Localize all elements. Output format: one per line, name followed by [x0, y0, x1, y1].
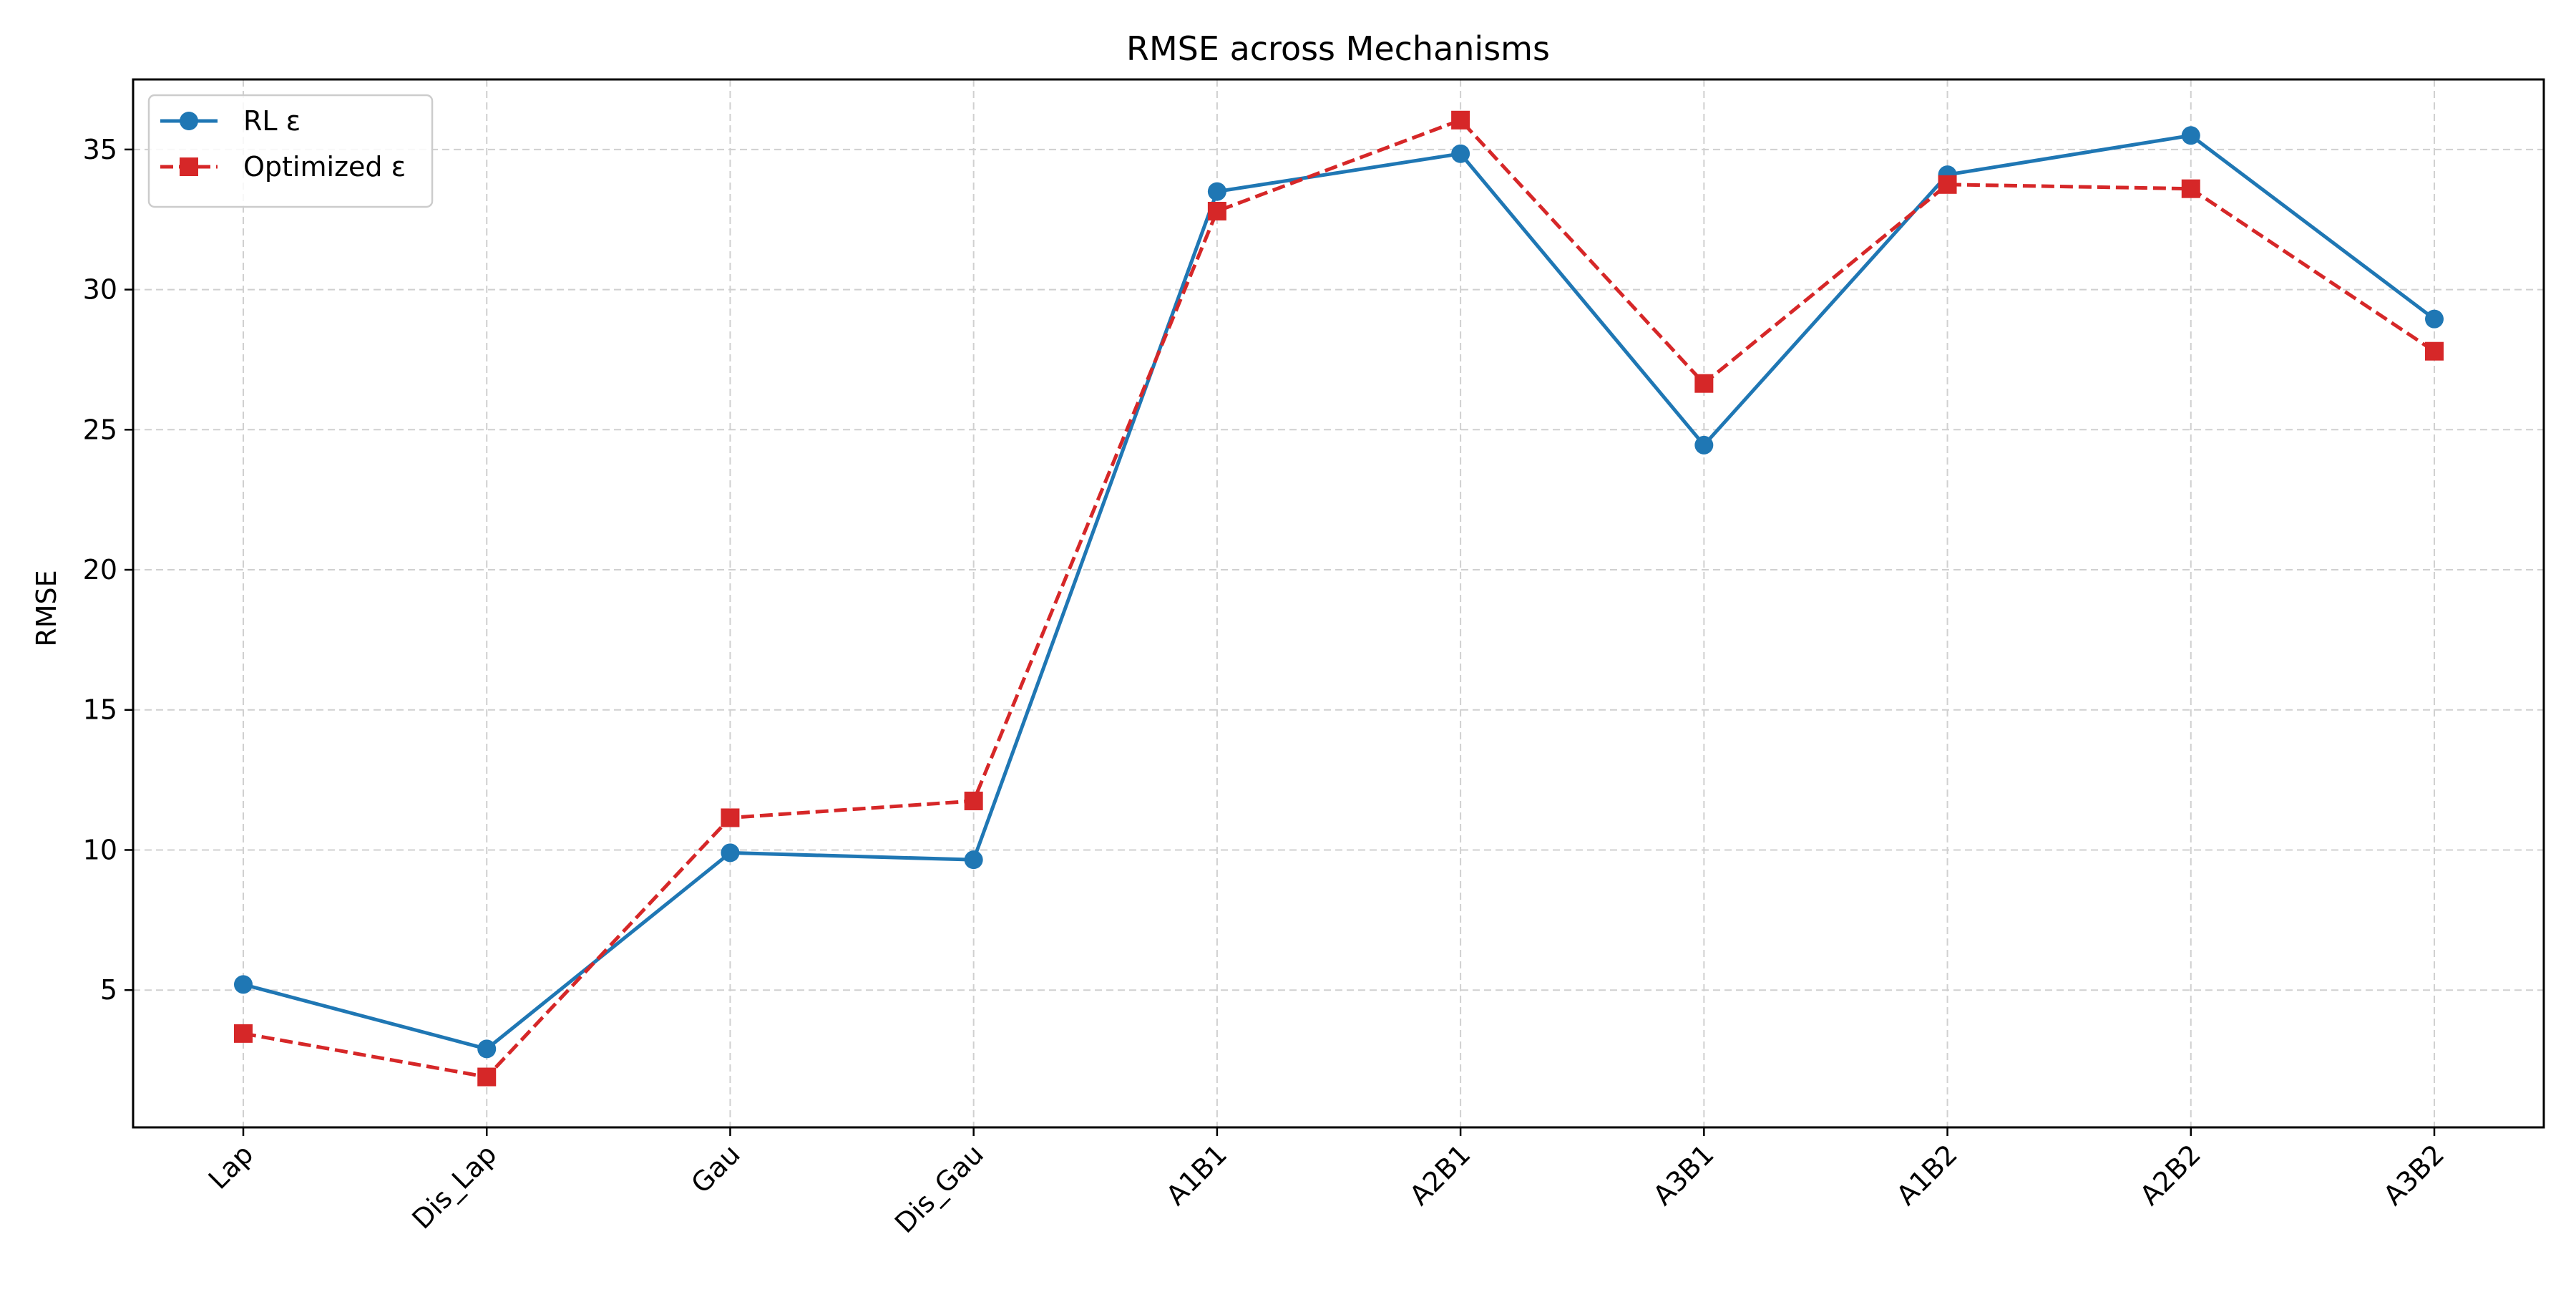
y-tick-label: 30	[83, 274, 117, 306]
x-tick-label: A3B2	[2377, 1138, 2450, 1211]
x-tick-label: Dis_Gau	[889, 1138, 990, 1239]
data-point-square	[1694, 374, 1714, 393]
y-tick-label: 20	[83, 554, 117, 586]
data-point-circle	[1694, 435, 1714, 455]
legend-marker-square	[180, 157, 198, 176]
y-tick-label: 35	[83, 134, 117, 165]
y-tick-label: 15	[83, 694, 117, 726]
x-tick-label: A2B1	[1403, 1138, 1476, 1211]
y-tick-label: 10	[83, 834, 117, 865]
data-point-square	[721, 808, 740, 827]
legend-box	[147, 94, 434, 208]
chart-title: RMSE across Mechanisms	[1126, 29, 1550, 68]
data-point-circle	[1207, 182, 1226, 201]
data-point-circle	[2425, 309, 2444, 329]
data-point-square	[2181, 179, 2200, 198]
grid-lines	[133, 79, 2544, 1127]
data-point-square	[1451, 110, 1470, 130]
data-point-square	[2425, 341, 2444, 361]
data-point-square	[1207, 201, 1226, 220]
y-tick-label: 25	[83, 414, 117, 445]
plot-area-frame	[132, 78, 2545, 1129]
x-tick-label: A3B1	[1647, 1138, 1720, 1211]
data-point-circle	[1451, 144, 1470, 163]
data-point-circle	[721, 843, 740, 863]
x-tick-label: Dis_Lap	[406, 1138, 502, 1235]
data-point-circle	[477, 1039, 497, 1059]
legend-label: RL ε	[243, 105, 301, 137]
x-tick-label: A1B1	[1160, 1138, 1233, 1211]
data-point-circle	[234, 975, 253, 994]
axis-ticks: Lap Dis_Lap Gau Dis_Gau A1B1 A2B1 A3B1 A1B2 A2B2…	[83, 134, 2451, 1239]
x-tick-label: Gau	[685, 1138, 746, 1199]
x-tick-label: A1B2	[1890, 1138, 1963, 1211]
legend: RL ε Optimized ε	[147, 94, 434, 208]
x-tick-label: A2B2	[2134, 1138, 2207, 1211]
data-point-circle	[964, 850, 983, 870]
y-axis-label: RMSE	[31, 570, 62, 646]
legend-label: Optimized ε	[243, 151, 406, 183]
series-group	[234, 110, 2444, 1087]
data-point-square	[964, 791, 983, 810]
data-point-circle	[2181, 126, 2200, 145]
data-point-square	[234, 1024, 253, 1043]
series-line	[243, 118, 2436, 1079]
data-point-square	[1938, 175, 1957, 194]
x-tick-label: Lap	[203, 1138, 260, 1195]
series-line	[243, 133, 2436, 1051]
legend-marker-circle	[180, 112, 198, 130]
y-tick-label: 5	[100, 974, 117, 1006]
data-point-square	[477, 1067, 497, 1087]
